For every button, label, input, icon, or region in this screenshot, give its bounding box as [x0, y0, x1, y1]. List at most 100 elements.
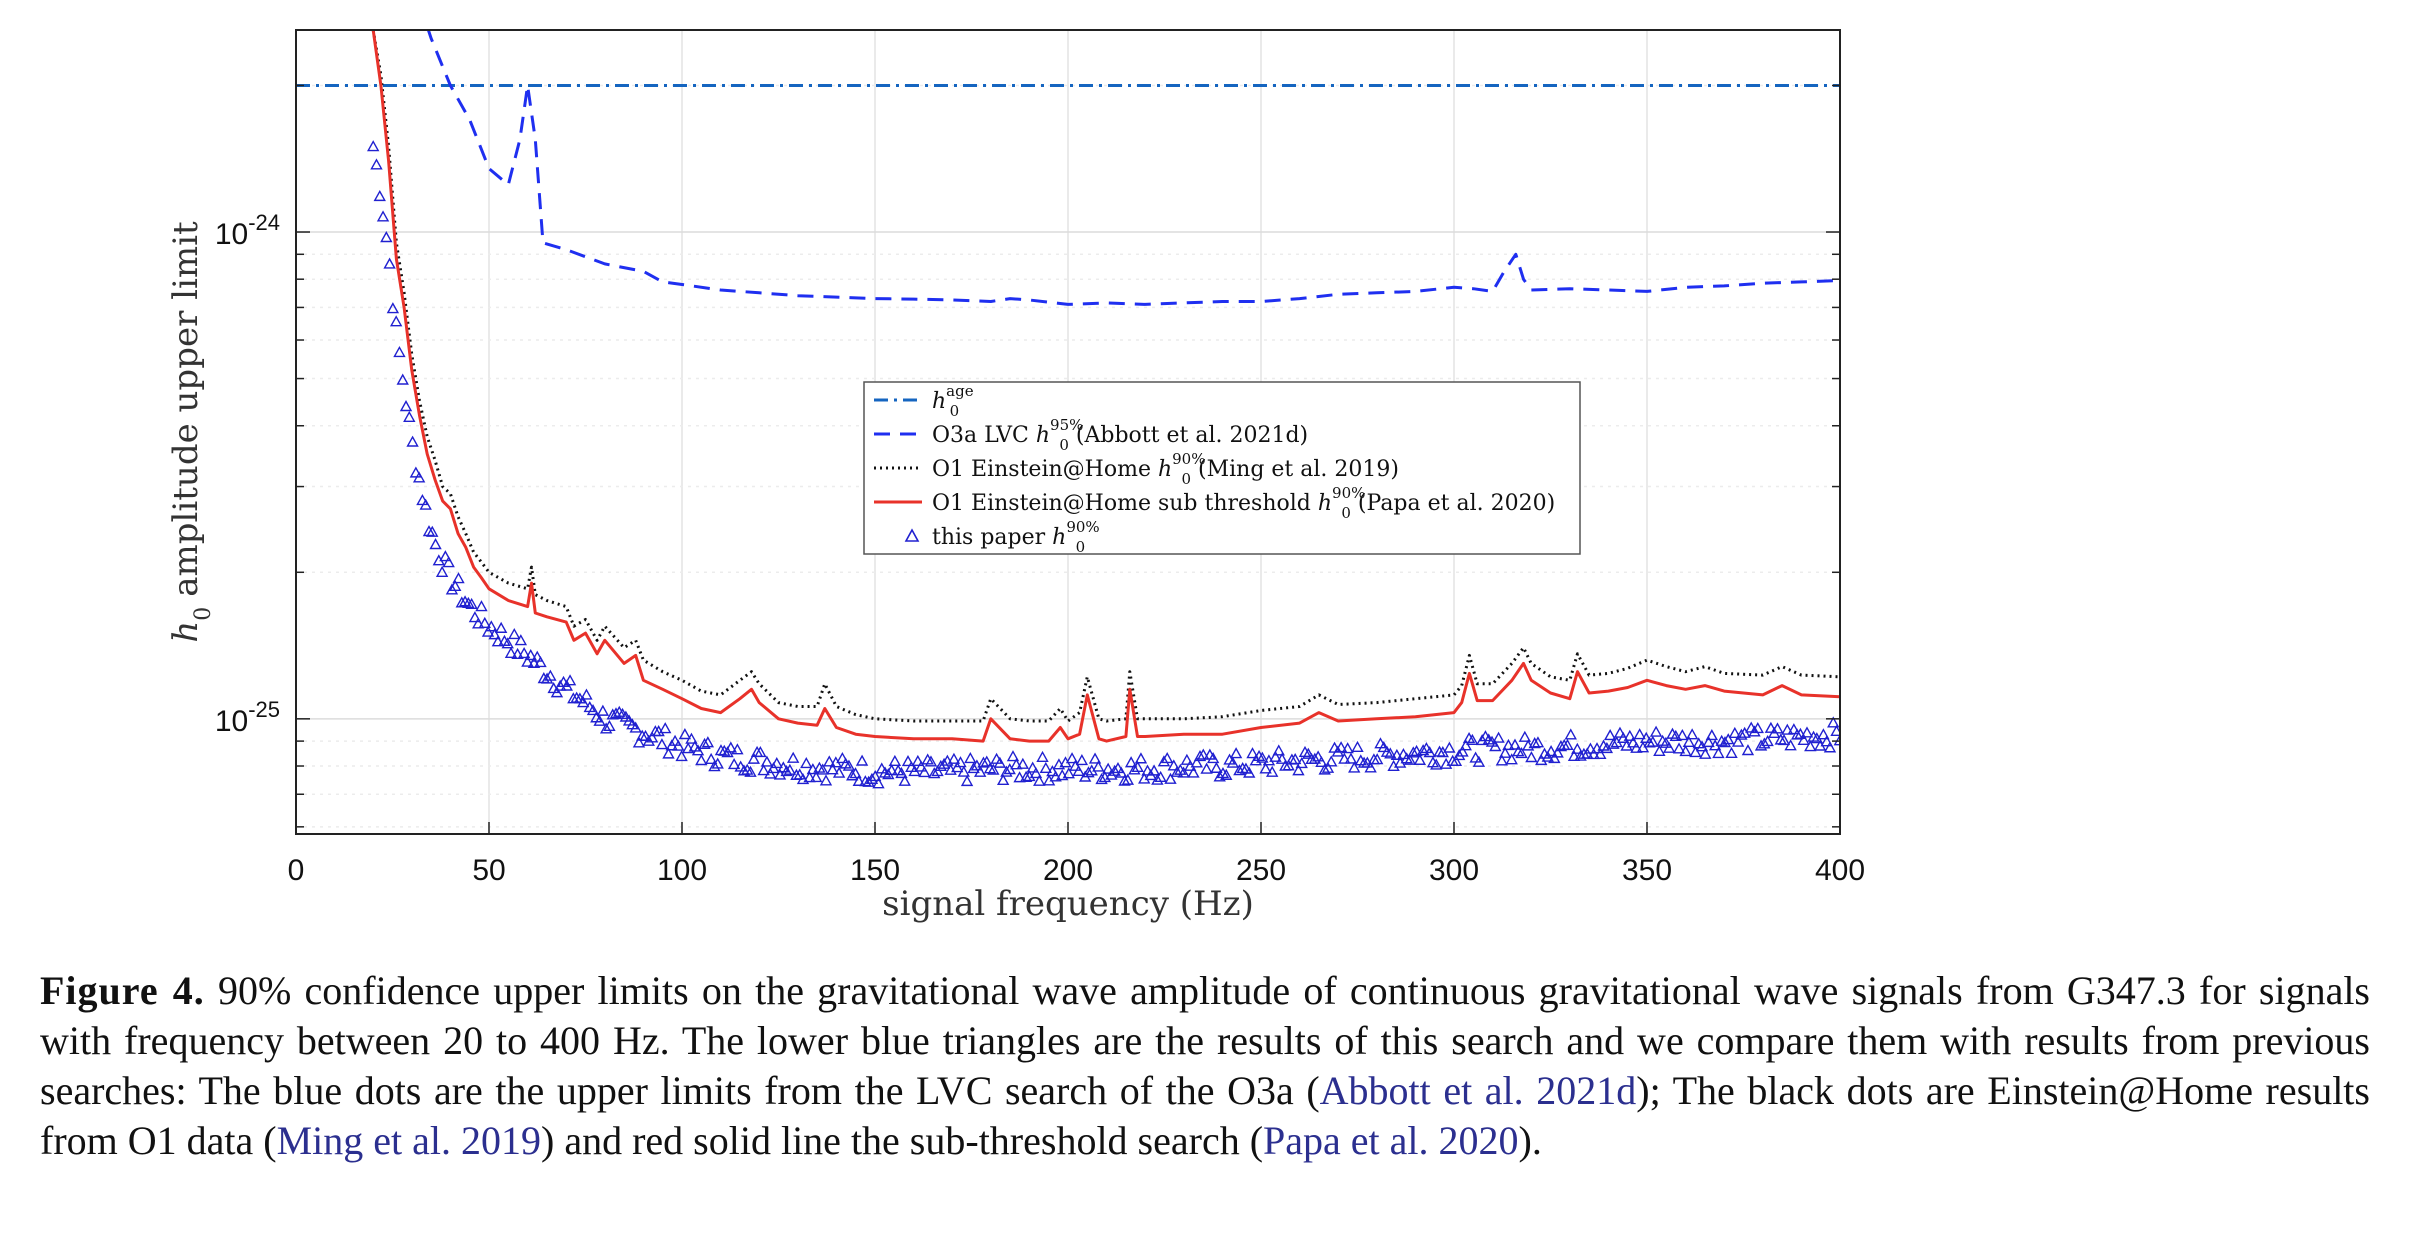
this-paper-marker	[885, 763, 898, 776]
this-paper-marker	[1311, 750, 1325, 762]
this-paper-marker	[429, 538, 442, 550]
this-paper-marker	[888, 754, 902, 767]
this-paper-marker	[1128, 763, 1141, 775]
this-paper-marker	[449, 579, 462, 592]
this-paper-marker	[1180, 753, 1194, 765]
this-paper-marker	[1269, 750, 1282, 762]
this-paper-marker	[1226, 756, 1240, 768]
this-paper-marker	[846, 769, 859, 781]
this-paper-marker	[895, 766, 908, 779]
this-paper-marker	[724, 741, 738, 753]
legend-label-h0_age: hage 0	[932, 382, 974, 420]
this-paper-marker	[957, 765, 970, 777]
legend-marker-this_paper	[904, 528, 920, 542]
this-paper-marker	[1784, 739, 1797, 751]
this-paper-marker	[1659, 736, 1673, 748]
this-paper-marker	[1029, 766, 1043, 779]
this-paper-marker	[1561, 738, 1574, 750]
this-paper-marker	[1502, 738, 1515, 751]
this-paper-marker	[1413, 753, 1427, 765]
this-paper-marker	[485, 620, 498, 632]
x-tick-label: 150	[850, 854, 900, 887]
this-paper-marker	[770, 757, 783, 769]
this-paper-marker	[1187, 766, 1200, 778]
this-paper-marker	[764, 767, 777, 779]
this-paper-marker	[1554, 740, 1568, 752]
this-paper-marker	[691, 744, 705, 756]
citation-papa[interactable]: Papa et al. 2020	[1263, 1118, 1519, 1163]
this-paper-marker	[1006, 750, 1020, 762]
this-paper-marker	[550, 686, 564, 698]
this-paper-marker	[1702, 735, 1715, 748]
this-paper-marker	[685, 732, 698, 744]
this-paper-marker	[639, 729, 652, 742]
legend-box	[863, 381, 1581, 555]
this-paper-marker	[1640, 731, 1653, 743]
this-paper-marker	[836, 752, 849, 764]
this-paper-marker	[472, 617, 485, 629]
this-paper-marker	[1777, 734, 1791, 746]
this-paper-marker	[1548, 751, 1561, 764]
this-paper-marker	[1472, 755, 1486, 767]
this-paper-marker	[1495, 754, 1509, 766]
this-paper-marker	[458, 595, 472, 607]
this-paper-marker	[376, 210, 390, 222]
this-paper-marker	[1229, 747, 1243, 759]
this-paper-marker	[747, 752, 760, 764]
this-paper-marker	[1728, 726, 1741, 739]
figure-caption: Figure 4. 90% confidence upper limits on…	[40, 966, 2370, 1166]
this-paper-marker	[1718, 736, 1732, 748]
this-paper-marker	[1787, 723, 1801, 735]
this-paper-marker	[1075, 754, 1089, 766]
this-paper-marker	[1338, 752, 1351, 764]
this-paper-marker	[1164, 772, 1177, 784]
x-axis-label: signal frequency (Hz)	[882, 884, 1254, 924]
this-paper-marker	[560, 679, 573, 691]
this-paper-marker	[1147, 764, 1161, 776]
this-paper-marker	[1380, 745, 1394, 757]
caption-text-1: 90% confidence upper limits on the gravi…	[40, 968, 2370, 1113]
this-paper-marker	[439, 550, 452, 562]
this-paper-marker	[1151, 773, 1164, 785]
this-paper-marker	[1748, 725, 1761, 737]
this-paper-marker	[1505, 753, 1518, 765]
this-paper-marker	[826, 763, 839, 775]
this-paper-marker	[1603, 729, 1617, 741]
this-paper-marker	[1302, 747, 1315, 759]
this-paper-marker	[1508, 738, 1522, 750]
this-paper-marker	[1741, 744, 1755, 756]
this-paper-marker	[901, 755, 915, 767]
this-paper-marker	[603, 719, 616, 732]
this-paper-marker	[1334, 741, 1348, 753]
this-paper-marker	[1682, 735, 1696, 747]
this-paper-marker	[1341, 742, 1354, 754]
this-paper-marker	[399, 400, 413, 412]
this-paper-marker	[455, 596, 468, 608]
this-paper-marker	[1712, 746, 1725, 759]
this-paper-marker	[1823, 741, 1837, 753]
this-paper-marker	[419, 498, 432, 510]
this-paper-marker	[1797, 733, 1810, 745]
this-paper-marker	[1544, 745, 1558, 757]
this-paper-marker	[1170, 765, 1184, 777]
this-paper-marker	[708, 760, 721, 772]
this-paper-marker	[1416, 744, 1430, 756]
this-paper-marker	[1456, 745, 1469, 757]
this-paper-marker	[1321, 761, 1335, 773]
citation-abbott[interactable]: Abbott et al. 2021d	[1319, 1068, 1637, 1113]
this-paper-marker	[596, 704, 610, 716]
this-paper-marker	[911, 754, 925, 766]
citation-ming[interactable]: Ming et al. 2019	[276, 1118, 542, 1163]
this-paper-marker	[1669, 729, 1682, 741]
this-paper-marker	[642, 734, 655, 746]
this-paper-marker	[823, 755, 836, 767]
this-paper-marker	[1731, 735, 1745, 747]
o3a_lvc-line	[426, 30, 1840, 306]
this-paper-marker	[1407, 746, 1420, 758]
this-paper-marker	[580, 688, 593, 700]
this-paper-marker	[1663, 741, 1676, 753]
this-paper-marker	[1758, 737, 1771, 749]
this-paper-marker	[1564, 728, 1577, 740]
y-tick-label: 10-25	[215, 697, 280, 738]
this-paper-marker	[1384, 747, 1397, 759]
